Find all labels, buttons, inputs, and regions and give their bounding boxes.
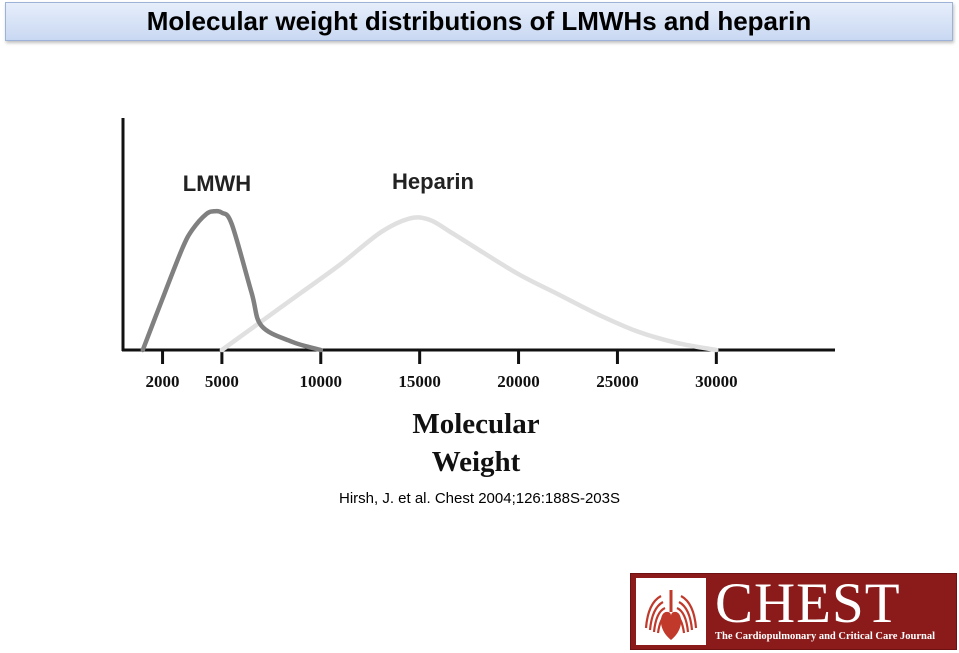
series-label-lmwh: LMWH [183,171,251,196]
x-ticks: 2000 5000 10000 15000 20000 25000 30000 [146,350,738,391]
x-axis-title: Molecular Weight [412,408,539,478]
x-axis-title-line: Weight [432,446,521,478]
x-tick-label: 15000 [398,372,441,391]
x-tick-label: 20000 [497,372,540,391]
x-tick-label: 10000 [300,372,343,391]
chart-axes [121,118,835,352]
x-axis-title-line: Molecular [412,408,539,440]
x-tick-label: 5000 [205,372,239,391]
logo-tagline: The Cardiopulmonary and Critical Care Jo… [715,631,936,642]
title-bar: Molecular weight distributions of LMWHs … [5,2,953,41]
chart-series [140,208,719,353]
logo-name: CHEST [715,572,901,635]
chest-logo: CHEST The Cardiopulmonary and Critical C… [630,573,957,650]
heart-lungs-icon [636,578,706,645]
x-tick-label: 2000 [146,372,180,391]
series-line-lmwh [140,208,324,353]
series-label-heparin: Heparin [392,169,474,194]
series-labels: LMWH Heparin [183,169,474,196]
page-title: Molecular weight distributions of LMWHs … [146,6,812,36]
series-line-heparin [219,215,719,353]
x-tick-label: 30000 [695,372,738,391]
citation: Hirsh, J. et al. Chest 2004;126:188S-203… [338,490,620,507]
x-tick-label: 25000 [596,372,639,391]
